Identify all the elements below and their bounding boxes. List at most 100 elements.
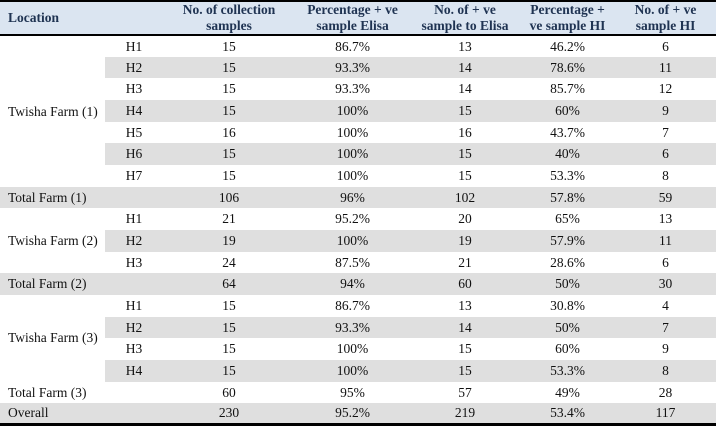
value-cell: 6 <box>662 146 669 162</box>
row-label: Total Farm (2) <box>8 276 87 292</box>
column-header-collection-samples: No. of collection samples <box>182 2 276 33</box>
house-label: H2 <box>125 319 143 335</box>
value-cell: 95% <box>340 384 365 400</box>
house-label: H1 <box>125 297 143 313</box>
value-cell: 65% <box>555 211 580 227</box>
value-cell: 60 <box>222 384 236 400</box>
value-cell: 100% <box>336 103 369 119</box>
value-cell: 28 <box>658 384 673 400</box>
value-cell: 13 <box>458 38 472 54</box>
value-cell: 53.3% <box>550 168 585 184</box>
value-cell: 15 <box>458 146 472 162</box>
house-label: H6 <box>125 146 143 162</box>
summary-row: Total Farm (1) 106 96% 102 57.8% 59 <box>0 186 716 209</box>
value-cell: 53.3% <box>550 362 585 378</box>
value-cell: 9 <box>662 103 669 119</box>
value-cell: 60% <box>555 103 580 119</box>
value-cell: 50% <box>555 276 580 292</box>
value-cell: 12 <box>658 81 673 97</box>
house-label: H2 <box>125 59 143 75</box>
value-cell: 15 <box>222 341 236 357</box>
value-cell: 16 <box>222 124 236 140</box>
house-label: H4 <box>125 103 143 119</box>
value-cell: 49% <box>555 384 580 400</box>
value-cell: 15 <box>458 362 472 378</box>
house-label: H5 <box>125 124 143 140</box>
value-cell: 46.2% <box>550 38 585 54</box>
value-cell: 4 <box>662 297 669 313</box>
column-header-percentage-hi: Percentage + ve sample HI <box>529 2 606 33</box>
value-cell: 57.9% <box>550 232 585 248</box>
value-cell: 11 <box>659 232 673 248</box>
row-label: Total Farm (1) <box>8 189 87 205</box>
value-cell: 11 <box>659 59 673 75</box>
house-label: H1 <box>125 211 143 227</box>
value-cell: 6 <box>662 38 669 54</box>
value-cell: 20 <box>458 211 472 227</box>
value-cell: 6 <box>662 254 669 270</box>
data-row: H3 15 93.3% 14 85.7% 12 <box>0 78 716 100</box>
column-header-location: Location <box>8 10 60 25</box>
value-cell: 13 <box>458 297 472 313</box>
value-cell: 85.7% <box>550 81 585 97</box>
value-cell: 95.2% <box>335 211 370 227</box>
house-label: H3 <box>125 254 143 270</box>
value-cell: 100% <box>336 232 369 248</box>
house-label: H7 <box>125 168 143 184</box>
data-row: H2 15 93.3% 14 78.6% 11 <box>0 56 716 79</box>
table-header: Location No. of collection samples Perce… <box>0 1 716 35</box>
value-cell: 15 <box>222 297 236 313</box>
value-cell: 15 <box>222 103 236 119</box>
value-cell: 100% <box>336 168 369 184</box>
value-cell: 57.8% <box>550 189 585 205</box>
value-cell: 13 <box>658 211 673 227</box>
value-cell: 100% <box>336 362 369 378</box>
house-label: H4 <box>125 362 143 378</box>
value-cell: 28.6% <box>550 254 585 270</box>
column-header-positive-elisa: No. of + ve sample to Elisa <box>421 2 509 33</box>
data-row: Twisha Farm (3) H1 15 86.7% 13 30.8% 4 <box>0 294 716 382</box>
value-cell: 100% <box>336 341 369 357</box>
value-cell: 40% <box>555 146 580 162</box>
value-cell: 86.7% <box>335 38 370 54</box>
value-cell: 93.3% <box>335 59 370 75</box>
value-cell: 9 <box>662 341 669 357</box>
data-row: H4 15 100% 15 53.3% 8 <box>0 359 716 382</box>
value-cell: 95.2% <box>335 405 370 421</box>
value-cell: 15 <box>222 38 236 54</box>
data-row: H4 15 100% 15 60% 9 <box>0 99 716 122</box>
value-cell: 102 <box>454 189 476 205</box>
column-header-positive-hi: No. of + ve sample HI <box>634 2 697 33</box>
value-cell: 78.6% <box>550 59 585 75</box>
value-cell: 60% <box>555 341 580 357</box>
value-cell: 59 <box>658 189 673 205</box>
value-cell: 7 <box>662 124 669 140</box>
value-cell: 117 <box>655 405 676 421</box>
value-cell: 19 <box>458 232 472 248</box>
value-cell: 93.3% <box>335 319 370 335</box>
value-cell: 8 <box>662 168 669 184</box>
value-cell: 219 <box>454 405 476 421</box>
house-label: H3 <box>125 81 143 97</box>
data-row: H2 15 93.3% 14 50% 7 <box>0 316 716 339</box>
value-cell: 16 <box>458 124 472 140</box>
value-cell: 43.7% <box>550 124 585 140</box>
data-row: Twisha Farm (2) H1 21 95.2% 20 65% 13 <box>0 208 716 274</box>
row-label: Total Farm (3) <box>8 384 87 400</box>
value-cell: 57 <box>458 384 472 400</box>
value-cell: 21 <box>458 254 472 270</box>
value-cell: 64 <box>222 276 236 292</box>
farm-group-label: Twisha Farm (3) <box>0 294 105 382</box>
value-cell: 15 <box>458 168 472 184</box>
data-row: Twisha Farm (1) H1 15 86.7% 13 46.2% 6 <box>0 35 716 187</box>
value-cell: 100% <box>336 146 369 162</box>
value-cell: 106 <box>218 189 240 205</box>
value-cell: 15 <box>222 146 236 162</box>
value-cell: 15 <box>222 168 236 184</box>
summary-row: Total Farm (3) 60 95% 57 49% 28 <box>0 382 716 404</box>
value-cell: 24 <box>222 254 236 270</box>
column-header-percentage-elisa: Percentage + ve sample Elisa <box>307 2 398 33</box>
value-cell: 14 <box>458 81 472 97</box>
data-row: H3 24 87.5% 21 28.6% 6 <box>0 252 716 274</box>
